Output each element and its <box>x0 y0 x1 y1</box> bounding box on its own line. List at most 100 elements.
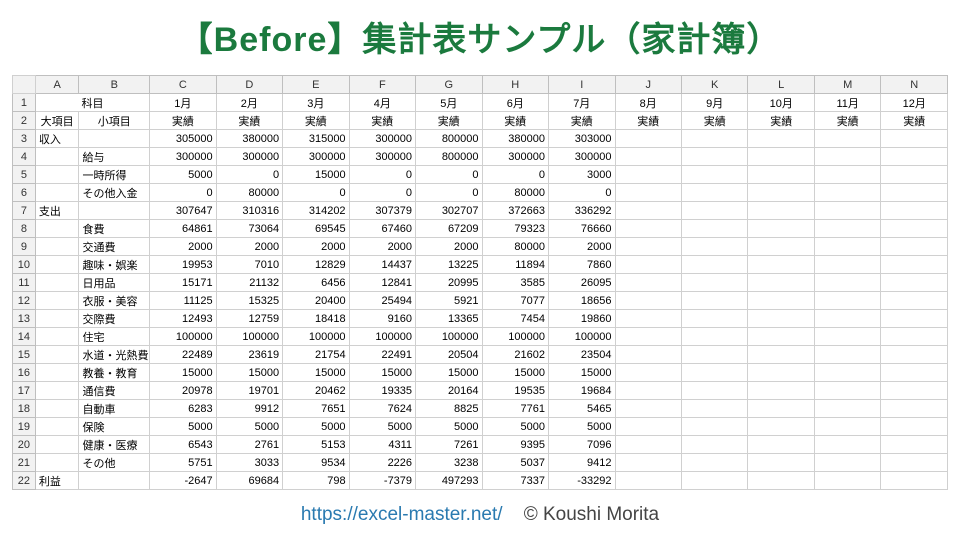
value-cell[interactable]: 11894 <box>482 256 548 274</box>
value-cell[interactable] <box>748 436 814 454</box>
row-header[interactable]: 13 <box>13 310 36 328</box>
value-cell[interactable] <box>681 274 747 292</box>
category-cell[interactable] <box>35 364 79 382</box>
value-cell[interactable] <box>615 256 681 274</box>
value-cell[interactable]: 13225 <box>416 256 482 274</box>
value-cell[interactable]: 5000 <box>150 418 216 436</box>
value-cell[interactable]: 2761 <box>216 436 282 454</box>
value-cell[interactable]: 21132 <box>216 274 282 292</box>
month-header[interactable]: 2月 <box>216 94 282 112</box>
value-cell[interactable]: 0 <box>216 166 282 184</box>
value-cell[interactable] <box>615 130 681 148</box>
row-header[interactable]: 20 <box>13 436 36 454</box>
category-cell[interactable] <box>35 256 79 274</box>
value-cell[interactable] <box>814 184 880 202</box>
column-letter[interactable]: J <box>615 76 681 94</box>
value-cell[interactable] <box>748 220 814 238</box>
column-letter[interactable]: B <box>79 76 150 94</box>
subcategory-cell[interactable] <box>79 472 150 490</box>
value-cell[interactable]: 19953 <box>150 256 216 274</box>
value-cell[interactable] <box>881 238 948 256</box>
value-cell[interactable]: 15171 <box>150 274 216 292</box>
column-letter[interactable]: H <box>482 76 548 94</box>
value-cell[interactable]: 7096 <box>549 436 615 454</box>
value-cell[interactable] <box>681 346 747 364</box>
value-cell[interactable]: 0 <box>482 166 548 184</box>
value-cell[interactable] <box>681 400 747 418</box>
month-header[interactable]: 3月 <box>283 94 349 112</box>
value-cell[interactable]: 22489 <box>150 346 216 364</box>
value-cell[interactable] <box>681 238 747 256</box>
value-cell[interactable]: -7379 <box>349 472 415 490</box>
subcategory-cell[interactable]: 食費 <box>79 220 150 238</box>
value-cell[interactable]: 2000 <box>216 238 282 256</box>
sub-header[interactable]: 実績 <box>349 112 415 130</box>
month-header[interactable]: 6月 <box>482 94 548 112</box>
value-cell[interactable]: 6283 <box>150 400 216 418</box>
value-cell[interactable]: 2226 <box>349 454 415 472</box>
value-cell[interactable] <box>881 220 948 238</box>
value-cell[interactable]: 0 <box>416 166 482 184</box>
row-header[interactable]: 15 <box>13 346 36 364</box>
month-header[interactable]: 1月 <box>150 94 216 112</box>
value-cell[interactable]: 2000 <box>150 238 216 256</box>
subcategory-cell[interactable]: 教養・教育 <box>79 364 150 382</box>
value-cell[interactable] <box>881 274 948 292</box>
row-header[interactable]: 18 <box>13 400 36 418</box>
category-cell[interactable]: 利益 <box>35 472 79 490</box>
value-cell[interactable]: 798 <box>283 472 349 490</box>
column-letter[interactable]: N <box>881 76 948 94</box>
column-letter[interactable]: G <box>416 76 482 94</box>
value-cell[interactable]: 100000 <box>216 328 282 346</box>
month-header[interactable]: 10月 <box>748 94 814 112</box>
sheet-table[interactable]: ABCDEFGHIJKLMN1科目1月2月3月4月5月6月7月8月9月10月11… <box>12 75 948 490</box>
value-cell[interactable]: 22491 <box>349 346 415 364</box>
value-cell[interactable] <box>748 346 814 364</box>
sub-header[interactable]: 実績 <box>881 112 948 130</box>
value-cell[interactable]: 14437 <box>349 256 415 274</box>
value-cell[interactable]: 20995 <box>416 274 482 292</box>
row-header[interactable]: 19 <box>13 418 36 436</box>
value-cell[interactable]: 9912 <box>216 400 282 418</box>
value-cell[interactable] <box>881 454 948 472</box>
value-cell[interactable] <box>681 364 747 382</box>
category-cell[interactable] <box>35 184 79 202</box>
row-header[interactable]: 14 <box>13 328 36 346</box>
value-cell[interactable] <box>814 274 880 292</box>
month-header[interactable]: 5月 <box>416 94 482 112</box>
value-cell[interactable] <box>615 292 681 310</box>
row-header[interactable]: 1 <box>13 94 36 112</box>
value-cell[interactable]: 15000 <box>482 364 548 382</box>
value-cell[interactable]: 380000 <box>216 130 282 148</box>
row-header[interactable]: 10 <box>13 256 36 274</box>
value-cell[interactable]: 3000 <box>549 166 615 184</box>
value-cell[interactable] <box>615 472 681 490</box>
value-cell[interactable]: 26095 <box>549 274 615 292</box>
subcategory-cell[interactable]: 自動車 <box>79 400 150 418</box>
category-cell[interactable] <box>35 382 79 400</box>
sub-header[interactable]: 実績 <box>216 112 282 130</box>
value-cell[interactable]: 5153 <box>283 436 349 454</box>
value-cell[interactable]: 76660 <box>549 220 615 238</box>
value-cell[interactable]: 336292 <box>549 202 615 220</box>
value-cell[interactable]: 7261 <box>416 436 482 454</box>
value-cell[interactable]: 69545 <box>283 220 349 238</box>
value-cell[interactable]: 15000 <box>150 364 216 382</box>
value-cell[interactable]: 5000 <box>349 418 415 436</box>
value-cell[interactable] <box>814 166 880 184</box>
value-cell[interactable] <box>814 400 880 418</box>
row-header[interactable]: 11 <box>13 274 36 292</box>
category-cell[interactable] <box>35 310 79 328</box>
value-cell[interactable] <box>748 130 814 148</box>
value-cell[interactable] <box>881 184 948 202</box>
subcategory-cell[interactable]: その他 <box>79 454 150 472</box>
value-cell[interactable]: 15000 <box>283 364 349 382</box>
value-cell[interactable]: 302707 <box>416 202 482 220</box>
value-cell[interactable]: 7337 <box>482 472 548 490</box>
value-cell[interactable]: 800000 <box>416 130 482 148</box>
value-cell[interactable] <box>681 418 747 436</box>
value-cell[interactable] <box>814 238 880 256</box>
row-header[interactable]: 2 <box>13 112 36 130</box>
value-cell[interactable]: 300000 <box>216 148 282 166</box>
column-letter[interactable]: A <box>35 76 79 94</box>
